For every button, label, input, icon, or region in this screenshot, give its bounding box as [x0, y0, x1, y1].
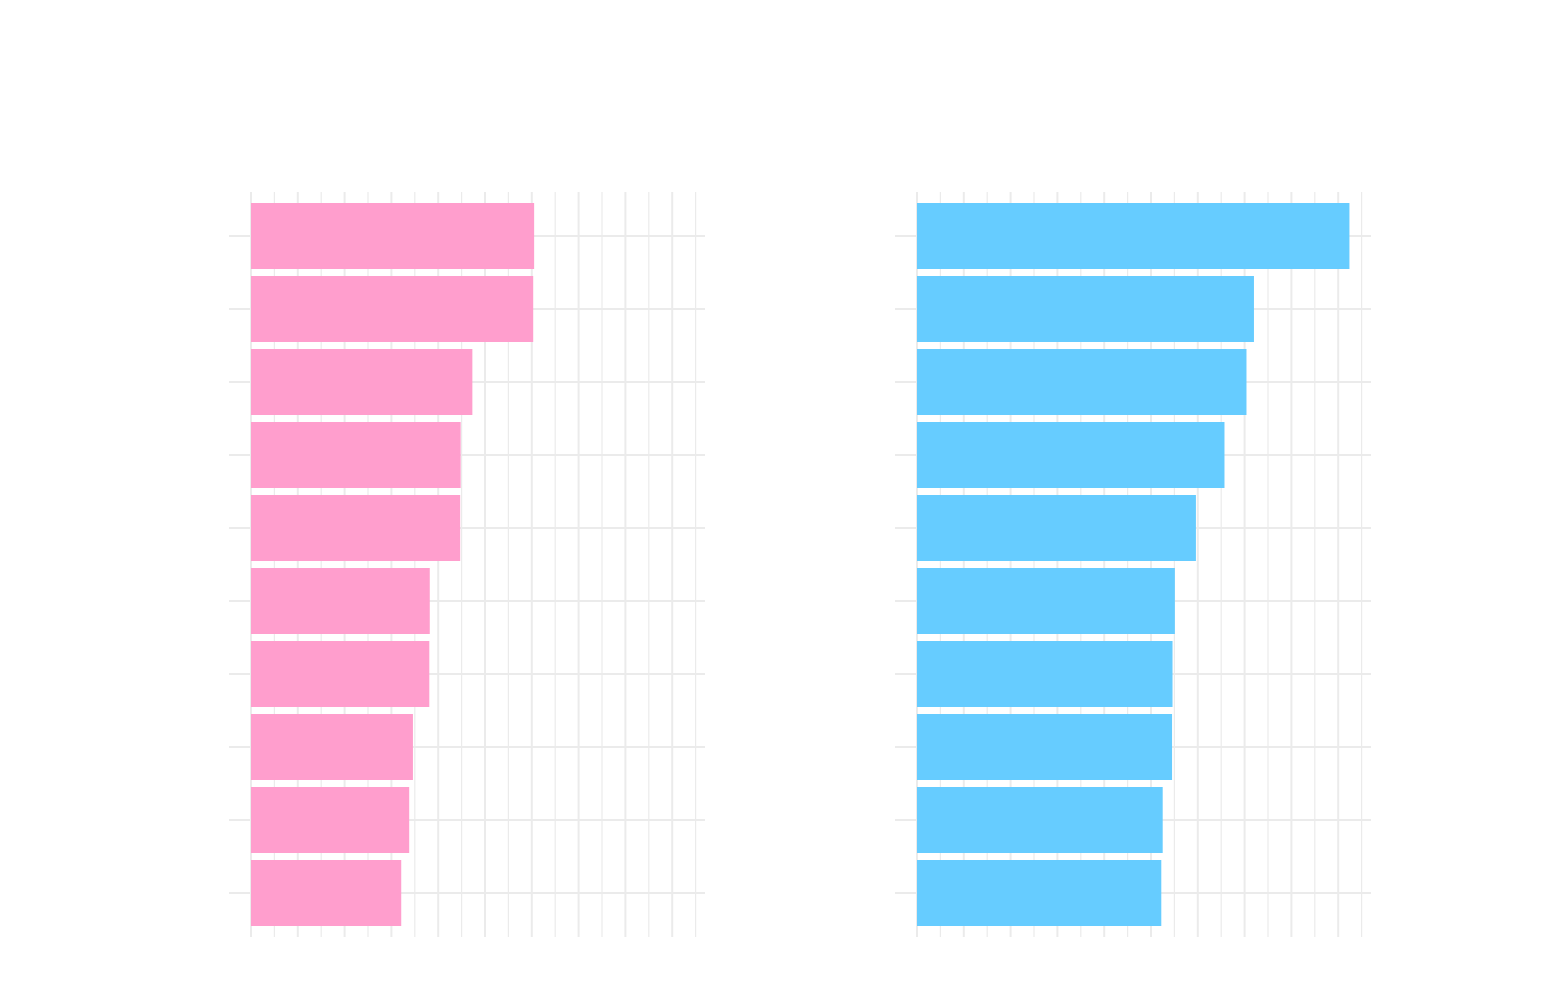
bar-6: [917, 568, 1175, 634]
bar-6: [251, 568, 430, 634]
chart-panel-1: [229, 192, 705, 937]
bar-3: [917, 349, 1247, 415]
bar-1: [917, 203, 1350, 269]
bar-4: [917, 422, 1225, 488]
bar-8: [917, 714, 1173, 780]
bar-2: [917, 276, 1254, 342]
bar-5: [251, 495, 461, 561]
bar-1: [251, 203, 535, 269]
bar-7: [251, 641, 430, 707]
chart-panel-2: [895, 192, 1371, 937]
bar-4: [251, 422, 461, 488]
bar-3: [251, 349, 473, 415]
bar-9: [251, 787, 410, 853]
bar-10: [917, 860, 1162, 926]
bar-8: [251, 714, 413, 780]
bar-5: [917, 495, 1196, 561]
bar-7: [917, 641, 1173, 707]
bar-10: [251, 860, 402, 926]
bar-2: [251, 276, 534, 342]
bar-9: [917, 787, 1163, 853]
